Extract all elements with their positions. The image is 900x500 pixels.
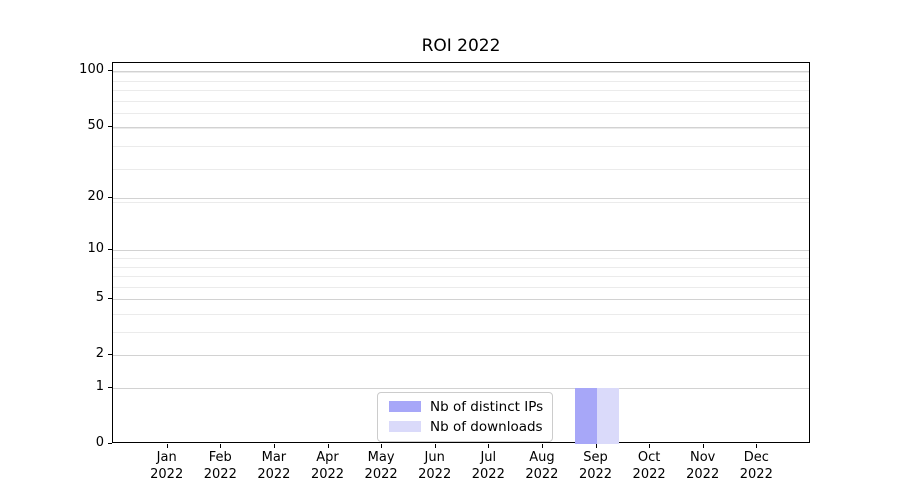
y-tick-label: 50 <box>87 117 104 133</box>
legend-label-distinct-ips: Nb of distinct IPs <box>430 398 544 415</box>
y-tick-label: 5 <box>95 290 104 306</box>
x-tick-label-may: May 2022 <box>364 450 398 482</box>
legend-label-downloads: Nb of downloads <box>430 418 543 435</box>
x-tick-label-jul: Jul 2022 <box>471 450 505 482</box>
gridline-major <box>113 198 809 200</box>
y-tick-label: 2 <box>95 346 104 362</box>
y-tick-label: 100 <box>79 62 104 78</box>
x-tick-label-aug: Aug 2022 <box>525 450 559 482</box>
y-tick-label: 20 <box>87 189 104 205</box>
gridline-major <box>113 388 809 390</box>
gridline-major <box>113 355 809 357</box>
x-tick-mark <box>488 444 490 448</box>
y-tick-label: 1 <box>95 379 104 395</box>
gridline-major <box>113 250 809 252</box>
legend-item-distinct-ips: Nb of distinct IPs <box>389 398 543 415</box>
gridline-minor <box>113 146 809 148</box>
y-tick-mark <box>108 354 112 356</box>
gridline-minor <box>113 266 809 268</box>
x-tick-label-jan: Jan 2022 <box>150 450 184 482</box>
gridline-major <box>113 71 809 73</box>
x-tick-mark <box>273 444 275 448</box>
x-tick-mark <box>541 444 543 448</box>
x-tick-label-apr: Apr 2022 <box>310 450 345 482</box>
x-tick-label-feb: Feb 2022 <box>203 450 237 482</box>
x-tick-label-jun: Jun 2022 <box>418 450 452 482</box>
gridline-minor <box>113 286 809 288</box>
gridline-major <box>113 126 809 128</box>
x-tick-mark <box>434 444 436 448</box>
y-tick-mark <box>108 443 112 444</box>
y-tick-label: 10 <box>87 241 104 257</box>
y-tick-mark <box>108 197 112 199</box>
legend: Nb of distinct IPs Nb of downloads <box>377 392 553 442</box>
legend-swatch-downloads <box>389 421 421 432</box>
gridline-minor <box>113 90 809 92</box>
gridline-minor <box>113 258 809 260</box>
x-tick-label-mar: Mar 2022 <box>257 450 291 482</box>
gridline-minor <box>113 169 809 171</box>
gridline-minor <box>113 72 809 74</box>
x-tick-mark <box>220 444 222 448</box>
x-tick-label-dec: Dec 2022 <box>739 450 773 482</box>
y-tick-mark <box>108 70 112 72</box>
gridline-minor <box>113 100 809 102</box>
x-tick-mark <box>649 444 651 448</box>
legend-swatch-distinct-ips <box>389 401 421 412</box>
gridline-minor <box>113 314 809 316</box>
bar-distinct-ips-sep <box>574 388 597 444</box>
gridline-minor <box>113 276 809 278</box>
x-tick-mark <box>327 444 329 448</box>
x-tick-mark <box>595 444 597 448</box>
chart-title: ROI 2022 <box>421 36 501 56</box>
y-tick-mark <box>108 125 112 127</box>
gridline-major <box>113 299 809 301</box>
gridline-minor <box>113 332 809 334</box>
y-tick-mark <box>108 249 112 251</box>
y-tick-mark <box>108 387 112 389</box>
bar-downloads-sep <box>596 388 619 444</box>
x-tick-label-oct: Oct 2022 <box>632 450 666 482</box>
gridline-minor <box>113 80 809 82</box>
x-tick-label-nov: Nov 2022 <box>686 450 720 482</box>
x-tick-label-sep: Sep 2022 <box>578 450 613 482</box>
gridline-minor <box>113 113 809 115</box>
gridline-minor <box>113 128 809 130</box>
plot-area: Nb of distinct IPs Nb of downloads <box>112 62 810 444</box>
legend-item-downloads: Nb of downloads <box>389 418 543 435</box>
gridline-minor <box>113 202 809 204</box>
y-tick-label: 0 <box>95 435 104 450</box>
x-tick-mark <box>756 444 758 448</box>
x-tick-mark <box>702 444 704 448</box>
x-tick-mark <box>381 444 383 448</box>
x-tick-mark <box>166 444 168 448</box>
y-tick-mark <box>108 298 112 300</box>
